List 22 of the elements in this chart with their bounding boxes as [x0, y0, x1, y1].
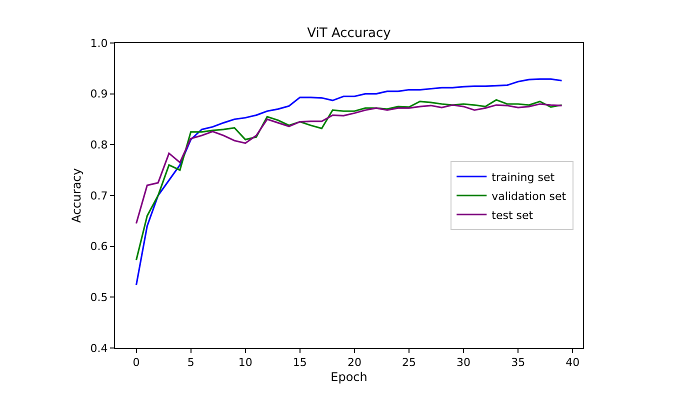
legend-label: training set: [492, 170, 556, 184]
y-tick-label: 0.9: [90, 88, 108, 101]
x-axis-title: Epoch: [330, 370, 368, 384]
x-tick-label: 20: [347, 356, 362, 370]
legend-label: validation set: [492, 190, 567, 203]
x-tick-label: 40: [566, 356, 580, 370]
y-tick-label: 0.4: [90, 342, 108, 355]
y-tick-label: 0.6: [90, 240, 108, 254]
x-tick-label: 10: [238, 356, 252, 370]
y-tick-label: 0.8: [90, 138, 108, 152]
x-tick-label: 0: [132, 356, 140, 370]
x-tick-label: 25: [402, 356, 416, 370]
chart-title: ViT Accuracy: [307, 26, 392, 41]
y-axis-title: Accuracy: [70, 168, 84, 223]
y-tick-label: 1.0: [90, 36, 108, 50]
x-tick-label: 15: [292, 356, 307, 370]
y-tick-label: 0.7: [90, 189, 108, 202]
y-tick-label: 0.5: [90, 291, 108, 304]
x-tick-label: 35: [511, 356, 526, 370]
x-tick-label: 5: [187, 356, 194, 370]
legend-label: test set: [492, 208, 534, 222]
x-tick-label: 30: [456, 356, 471, 370]
